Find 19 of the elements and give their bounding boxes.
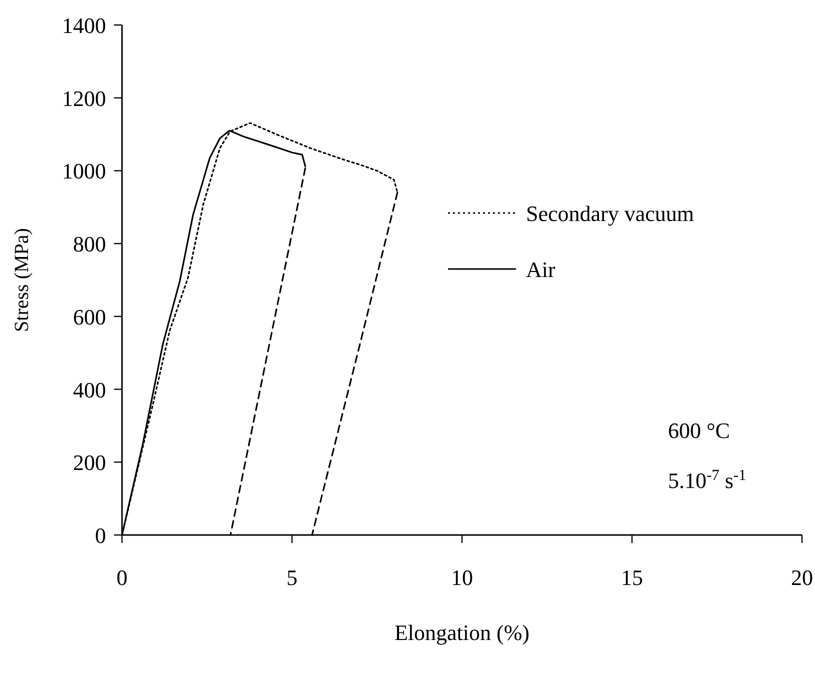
y-tick-label: 0 — [95, 523, 106, 548]
x-tick-label: 5 — [286, 565, 298, 590]
legend-label: Secondary vacuum — [526, 201, 694, 226]
x-tick-label: 0 — [116, 565, 128, 590]
y-tick-label: 800 — [73, 232, 106, 257]
annotation: 5.10$^{-7}$ s$^{-1}$ — [668, 466, 746, 493]
y-axis-title: Stress (MPa) — [11, 228, 33, 332]
y-tick-label: 600 — [73, 304, 106, 330]
x-tick-label: 15 — [621, 565, 643, 590]
y-tick-label: 1400 — [62, 13, 106, 38]
y-tick-label: 1200 — [62, 86, 106, 111]
y-tick-label: 1000 — [62, 158, 106, 184]
y-tick-label: 200 — [73, 450, 106, 476]
x-tick-label: 20 — [791, 565, 813, 590]
legend-label: Air — [526, 257, 556, 282]
x-axis-title: Elongation (%) — [394, 620, 530, 645]
x-tick-label: 10 — [451, 565, 473, 590]
y-tick-label: 400 — [73, 377, 106, 402]
annotation: 600 °C — [668, 418, 730, 443]
